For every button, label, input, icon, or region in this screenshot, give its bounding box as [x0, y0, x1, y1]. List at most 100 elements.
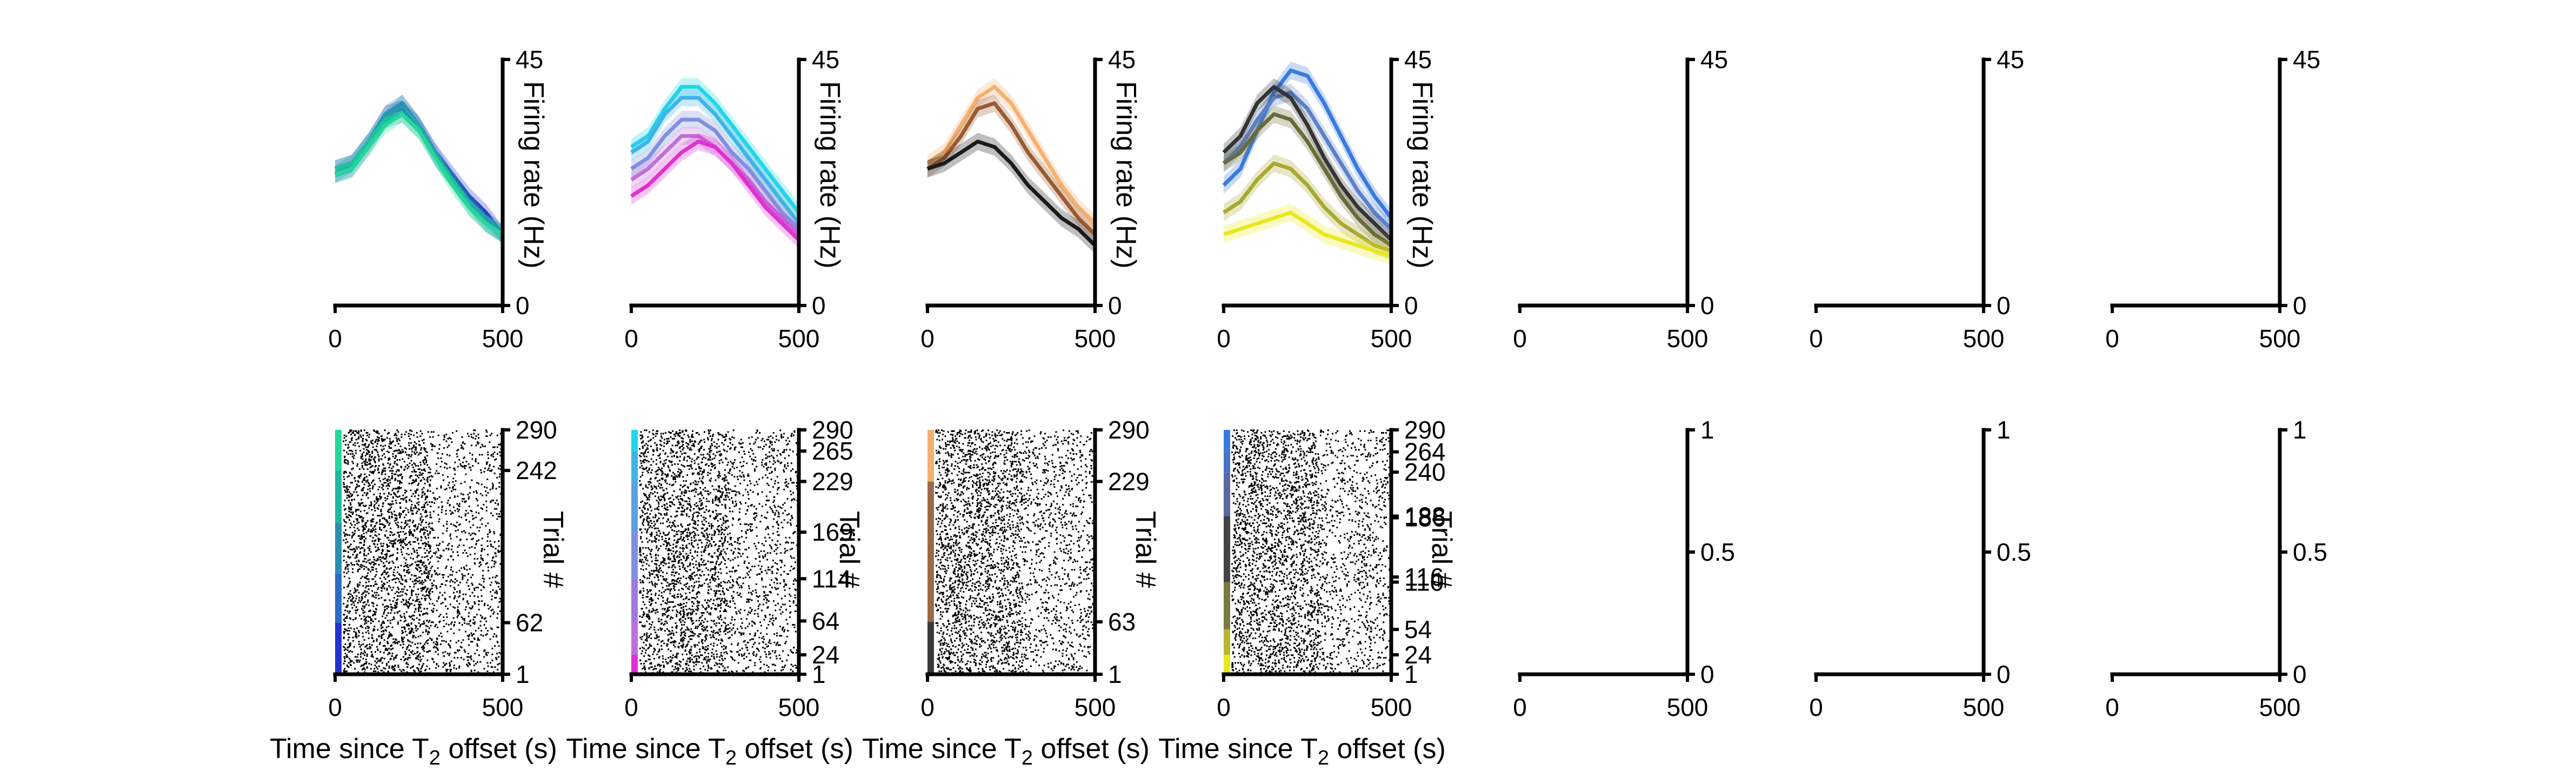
spike: [363, 517, 364, 519]
spike: [365, 603, 368, 606]
spike: [427, 575, 429, 577]
spike: [383, 622, 385, 624]
spike: [376, 638, 378, 640]
spike: [396, 518, 398, 520]
spike: [392, 554, 394, 556]
spike: [377, 454, 379, 456]
spike: [429, 468, 431, 470]
spike: [385, 482, 387, 484]
spike: [656, 583, 658, 585]
spike: [490, 512, 492, 514]
spike: [393, 607, 396, 609]
psth-ci-band-2: [1224, 83, 1391, 238]
spike: [667, 607, 669, 609]
spike: [362, 528, 364, 530]
spike: [659, 670, 661, 672]
spike: [461, 531, 463, 533]
psth-series-line-3: [1222, 85, 1393, 242]
spike: [691, 611, 693, 613]
spike: [413, 525, 415, 527]
spike: [732, 579, 733, 581]
spike: [773, 633, 776, 635]
spike: [444, 665, 446, 667]
spike: [457, 649, 458, 651]
spike: [393, 618, 395, 620]
spike: [424, 512, 426, 513]
spike: [392, 562, 395, 564]
spike: [686, 614, 689, 616]
spike: [745, 618, 748, 620]
spike: [383, 562, 385, 564]
spike: [451, 490, 453, 492]
spike: [489, 540, 491, 542]
spike: [361, 597, 363, 599]
spike: [725, 610, 728, 612]
spike: [351, 437, 353, 439]
spike: [448, 444, 450, 447]
spike: [347, 556, 349, 558]
spike: [365, 449, 368, 451]
spike: [403, 636, 405, 639]
spike: [346, 491, 348, 493]
spike: [671, 560, 673, 562]
spike: [427, 575, 429, 577]
spike: [343, 539, 345, 541]
spike: [418, 452, 421, 454]
spike: [794, 578, 796, 580]
spike: [457, 504, 459, 507]
spike: [748, 623, 750, 625]
spike: [481, 558, 483, 560]
spike: [386, 546, 389, 548]
y-tick-label: 45: [1700, 45, 1728, 74]
spike: [395, 455, 397, 457]
spike: [379, 497, 381, 499]
spike: [720, 654, 722, 656]
spike: [388, 446, 390, 447]
spike: [684, 662, 686, 665]
spike: [384, 444, 386, 447]
spike: [647, 614, 649, 616]
spike: [348, 630, 350, 632]
spike: [354, 548, 356, 550]
spike: [403, 527, 405, 529]
spike: [366, 653, 368, 655]
spike: [747, 599, 749, 601]
spike: [351, 474, 353, 476]
spike: [403, 641, 404, 643]
spike: [362, 575, 364, 577]
spike: [401, 616, 403, 618]
spike: [368, 443, 370, 446]
spike: [391, 626, 393, 628]
spike: [718, 584, 719, 586]
spike: [486, 562, 489, 564]
spike: [406, 569, 408, 572]
spike: [702, 625, 704, 627]
spike: [352, 572, 353, 573]
condition-bar-2: [335, 573, 342, 623]
spike: [660, 641, 662, 643]
spike: [720, 662, 723, 665]
spike: [790, 649, 792, 651]
spike: [421, 521, 423, 523]
spike: [450, 533, 451, 535]
spike: [713, 630, 715, 632]
spike: [482, 494, 484, 496]
spike: [363, 527, 365, 529]
spike: [737, 628, 738, 630]
spike: [381, 483, 383, 486]
spike: [706, 648, 709, 650]
spike: [464, 467, 466, 469]
spike: [426, 495, 428, 497]
spike: [355, 480, 357, 482]
y-tick-label: 290: [516, 416, 557, 444]
spike: [646, 593, 649, 595]
spike: [356, 560, 357, 562]
spike: [438, 635, 440, 637]
spike: [422, 632, 424, 634]
spike: [404, 526, 406, 528]
spike: [789, 593, 790, 595]
spike: [350, 600, 352, 602]
spike: [716, 663, 718, 666]
spike: [497, 606, 499, 608]
spike: [349, 515, 351, 517]
